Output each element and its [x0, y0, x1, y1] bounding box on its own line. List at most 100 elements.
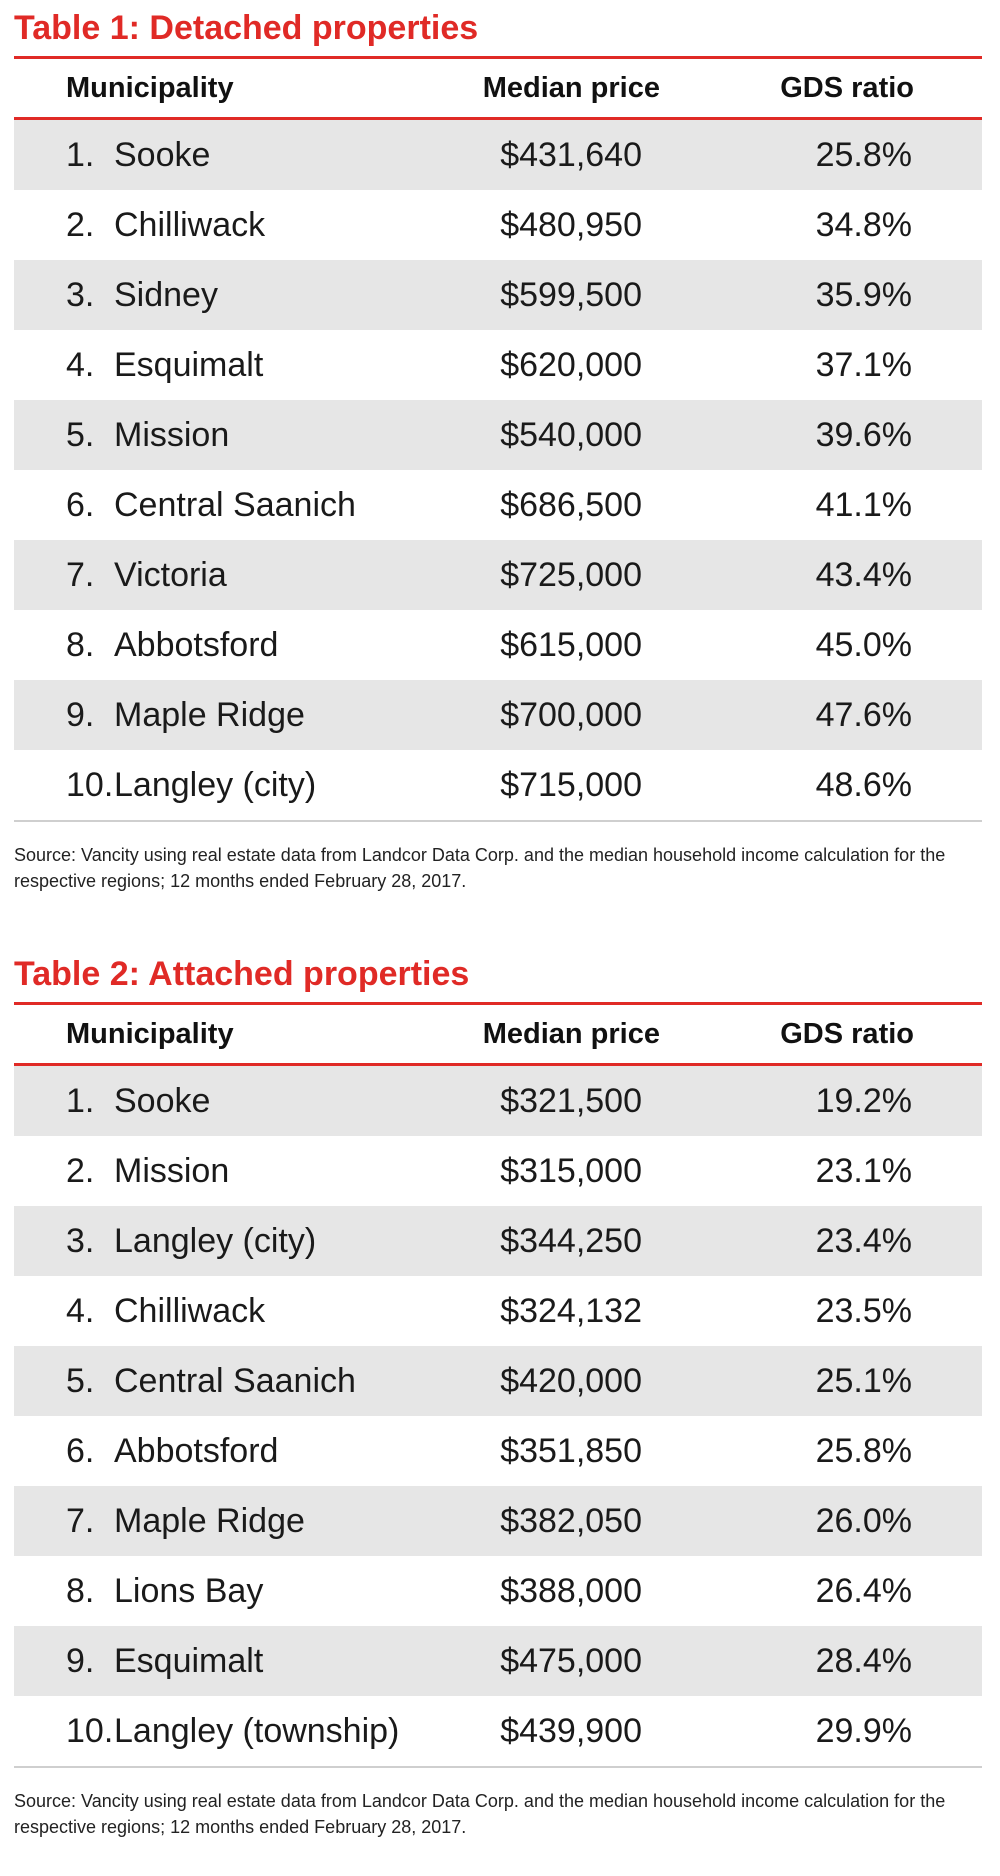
- row-rank: 1.: [66, 136, 95, 174]
- header-gds-ratio: GDS ratio: [780, 1018, 914, 1050]
- row-rank: 6.: [66, 1432, 95, 1470]
- table-row: 9. Esquimalt $475,000 28.4%: [14, 1626, 982, 1696]
- row-median-price: $344,250: [500, 1222, 642, 1260]
- row-rank: 10.: [66, 1712, 114, 1750]
- row-median-price: $475,000: [500, 1642, 642, 1680]
- row-rank: 2.: [66, 1152, 95, 1190]
- table-row: 6. Central Saanich $686,500 41.1%: [14, 470, 982, 540]
- table-row: 2. Chilliwack $480,950 34.8%: [14, 190, 982, 260]
- row-median-price: $620,000: [500, 346, 642, 384]
- row-median-price: $420,000: [500, 1362, 642, 1400]
- row-gds-ratio: 35.9%: [815, 276, 912, 314]
- row-municipality: Mission: [114, 1152, 230, 1190]
- row-gds-ratio: 23.5%: [815, 1292, 912, 1330]
- row-municipality: Chilliwack: [114, 1292, 266, 1330]
- table-row: 10. Langley (township) $439,900 29.9%: [14, 1696, 982, 1766]
- source-note: Source: Vancity using real estate data f…: [14, 1791, 946, 1837]
- row-median-price: $480,950: [500, 206, 642, 244]
- row-median-price: $351,850: [500, 1432, 642, 1470]
- row-municipality: Sooke: [114, 136, 211, 174]
- row-municipality: Esquimalt: [114, 1642, 264, 1680]
- row-gds-ratio: 25.8%: [815, 136, 912, 174]
- header-municipality: Municipality: [66, 1018, 234, 1050]
- row-municipality: Maple Ridge: [114, 696, 305, 734]
- row-median-price: $388,000: [500, 1572, 642, 1610]
- row-municipality: Chilliwack: [114, 206, 266, 244]
- source-note: Source: Vancity using real estate data f…: [14, 845, 946, 891]
- row-municipality: Mission: [114, 416, 230, 454]
- row-municipality: Lions Bay: [114, 1572, 264, 1610]
- table-row: 8. Lions Bay $388,000 26.4%: [14, 1556, 982, 1626]
- table-row: 1. Sooke $431,640 25.8%: [14, 120, 982, 190]
- row-municipality: Sooke: [114, 1082, 211, 1120]
- table-bottom-rule: [14, 820, 982, 822]
- table-detached-properties: Table 1: Detached properties Municipalit…: [14, 0, 982, 912]
- row-rank: 3.: [66, 276, 95, 314]
- row-municipality: Abbotsford: [114, 626, 279, 664]
- table-row: 8. Abbotsford $615,000 45.0%: [14, 610, 982, 680]
- row-gds-ratio: 37.1%: [815, 346, 912, 384]
- table-row: 5. Central Saanich $420,000 25.1%: [14, 1346, 982, 1416]
- row-median-price: $321,500: [500, 1082, 642, 1120]
- table-row: 2. Mission $315,000 23.1%: [14, 1136, 982, 1206]
- row-gds-ratio: 45.0%: [815, 626, 912, 664]
- table-bottom-rule: [14, 1766, 982, 1768]
- row-rank: 8.: [66, 626, 95, 664]
- table-row: 5. Mission $540,000 39.6%: [14, 400, 982, 470]
- row-median-price: $725,000: [500, 556, 642, 594]
- row-rank: 7.: [66, 556, 95, 594]
- table-row: 1. Sooke $321,500 19.2%: [14, 1066, 982, 1136]
- table-row: 3. Langley (city) $344,250 23.4%: [14, 1206, 982, 1276]
- table-body: 1. Sooke $431,640 25.8% 2. Chilliwack $4…: [14, 120, 982, 820]
- row-rank: 4.: [66, 346, 95, 384]
- row-gds-ratio: 25.1%: [815, 1362, 912, 1400]
- row-gds-ratio: 43.4%: [815, 556, 912, 594]
- row-median-price: $615,000: [500, 626, 642, 664]
- table-row: 3. Sidney $599,500 35.9%: [14, 260, 982, 330]
- row-rank: 6.: [66, 486, 95, 524]
- row-rank: 5.: [66, 1362, 95, 1400]
- header-median-price: Median price: [482, 72, 660, 104]
- row-rank: 10.: [66, 766, 114, 804]
- row-median-price: $431,640: [500, 136, 642, 174]
- row-median-price: $686,500: [500, 486, 642, 524]
- table-title: Table 1: Detached properties: [14, 9, 479, 47]
- table-row: 4. Esquimalt $620,000 37.1%: [14, 330, 982, 400]
- header-municipality: Municipality: [66, 72, 234, 104]
- row-median-price: $324,132: [500, 1292, 642, 1330]
- table-header: Municipality Median price GDS ratio: [14, 56, 982, 120]
- table-row: 9. Maple Ridge $700,000 47.6%: [14, 680, 982, 750]
- row-municipality: Central Saanich: [114, 486, 356, 524]
- row-rank: 7.: [66, 1502, 95, 1540]
- table-attached-properties: Table 2: Attached properties Municipalit…: [14, 946, 982, 1858]
- row-gds-ratio: 41.1%: [815, 486, 912, 524]
- row-municipality: Sidney: [114, 276, 218, 314]
- header-gds-ratio: GDS ratio: [780, 72, 914, 104]
- row-median-price: $715,000: [500, 766, 642, 804]
- row-gds-ratio: 28.4%: [815, 1642, 912, 1680]
- table-header: Municipality Median price GDS ratio: [14, 1002, 982, 1066]
- table-body: 1. Sooke $321,500 19.2% 2. Mission $315,…: [14, 1066, 982, 1766]
- row-rank: 3.: [66, 1222, 95, 1260]
- row-gds-ratio: 48.6%: [815, 766, 912, 804]
- row-rank: 9.: [66, 1642, 95, 1680]
- table-row: 6. Abbotsford $351,850 25.8%: [14, 1416, 982, 1486]
- row-rank: 4.: [66, 1292, 95, 1330]
- row-rank: 5.: [66, 416, 95, 454]
- row-gds-ratio: 29.9%: [815, 1712, 912, 1750]
- row-gds-ratio: 19.2%: [815, 1082, 912, 1120]
- row-municipality: Central Saanich: [114, 1362, 356, 1400]
- row-gds-ratio: 26.0%: [815, 1502, 912, 1540]
- header-median-price: Median price: [482, 1018, 660, 1050]
- row-gds-ratio: 39.6%: [815, 416, 912, 454]
- row-municipality: Abbotsford: [114, 1432, 279, 1470]
- row-gds-ratio: 23.4%: [815, 1222, 912, 1260]
- row-municipality: Victoria: [114, 556, 227, 594]
- row-median-price: $382,050: [500, 1502, 642, 1540]
- row-median-price: $540,000: [500, 416, 642, 454]
- row-median-price: $439,900: [500, 1712, 642, 1750]
- table-title: Table 2: Attached properties: [14, 955, 470, 993]
- row-gds-ratio: 25.8%: [815, 1432, 912, 1470]
- table-row: 7. Victoria $725,000 43.4%: [14, 540, 982, 610]
- row-municipality: Langley (city): [114, 766, 317, 804]
